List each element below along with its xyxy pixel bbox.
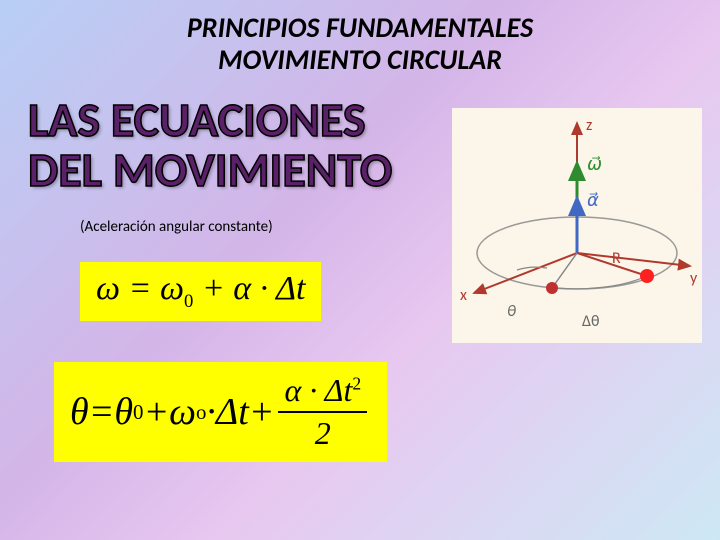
eq2-eq: = bbox=[89, 390, 115, 434]
omega-label: ω⃗ bbox=[587, 153, 602, 175]
eq1-omega: ω bbox=[96, 270, 120, 307]
eq2-plus1: + bbox=[143, 390, 169, 434]
page-title: PRINCIPIOS FUNDAMENTALES MOVIMIENTO CIRC… bbox=[0, 0, 720, 76]
eq1-omega0: ω bbox=[160, 270, 184, 307]
eq2-dt1: Δt bbox=[216, 390, 249, 434]
equation-2: θ = θ0 + ωo · Δt + α · Δt22 bbox=[54, 362, 387, 462]
theta-label: θ bbox=[507, 302, 516, 321]
eq2-frac-num: α · Δt2 bbox=[278, 372, 367, 413]
x-axis bbox=[474, 253, 577, 293]
eq1-plus: + bbox=[193, 270, 233, 307]
eq2-omega: ω bbox=[169, 390, 196, 434]
dtheta-label: Δθ bbox=[582, 312, 600, 331]
y-label: y bbox=[690, 269, 698, 288]
eq2-plus2: + bbox=[249, 390, 275, 434]
x-label: x bbox=[460, 286, 467, 305]
subtitle-line-2: DEL MOVIMIENTO bbox=[28, 145, 392, 195]
eq2-subo: o bbox=[196, 400, 206, 425]
rotation-diagram: z x y ω⃗ α⃗ R θ Δθ bbox=[452, 108, 702, 343]
subtitle-line-1: LAS ECUACIONES bbox=[28, 95, 392, 145]
title-line-1: PRINCIPIOS FUNDAMENTALES bbox=[0, 12, 720, 44]
eq1-sub0: 0 bbox=[184, 291, 193, 312]
eq2-theta0: θ bbox=[114, 390, 133, 434]
point-1 bbox=[546, 282, 558, 294]
eq1-eq: = bbox=[120, 270, 160, 307]
alpha-label: α⃗ bbox=[587, 189, 599, 211]
eq1-dot: · bbox=[251, 270, 276, 307]
subnote: (Aceleración angular constante) bbox=[80, 218, 273, 236]
eq1-dt: Δt bbox=[276, 270, 305, 307]
radius-label: R bbox=[612, 249, 621, 268]
eq2-frac-den: 2 bbox=[315, 413, 331, 452]
point-2 bbox=[640, 269, 654, 283]
equation-1: ω = ω0 + α · Δt bbox=[80, 262, 321, 321]
title-line-2: MOVIMIENTO CIRCULAR bbox=[0, 44, 720, 76]
eq2-sub0a: 0 bbox=[133, 400, 143, 425]
eq2-dot1: · bbox=[206, 390, 216, 434]
z-label: z bbox=[586, 116, 592, 135]
eq2-fraction: α · Δt22 bbox=[278, 372, 367, 452]
subtitle: LAS ECUACIONES DEL MOVIMIENTO bbox=[28, 95, 392, 196]
eq1-alpha: α bbox=[233, 270, 251, 307]
diagram-svg: z x y ω⃗ α⃗ R θ Δθ bbox=[452, 108, 702, 343]
eq2-theta: θ bbox=[70, 390, 89, 434]
